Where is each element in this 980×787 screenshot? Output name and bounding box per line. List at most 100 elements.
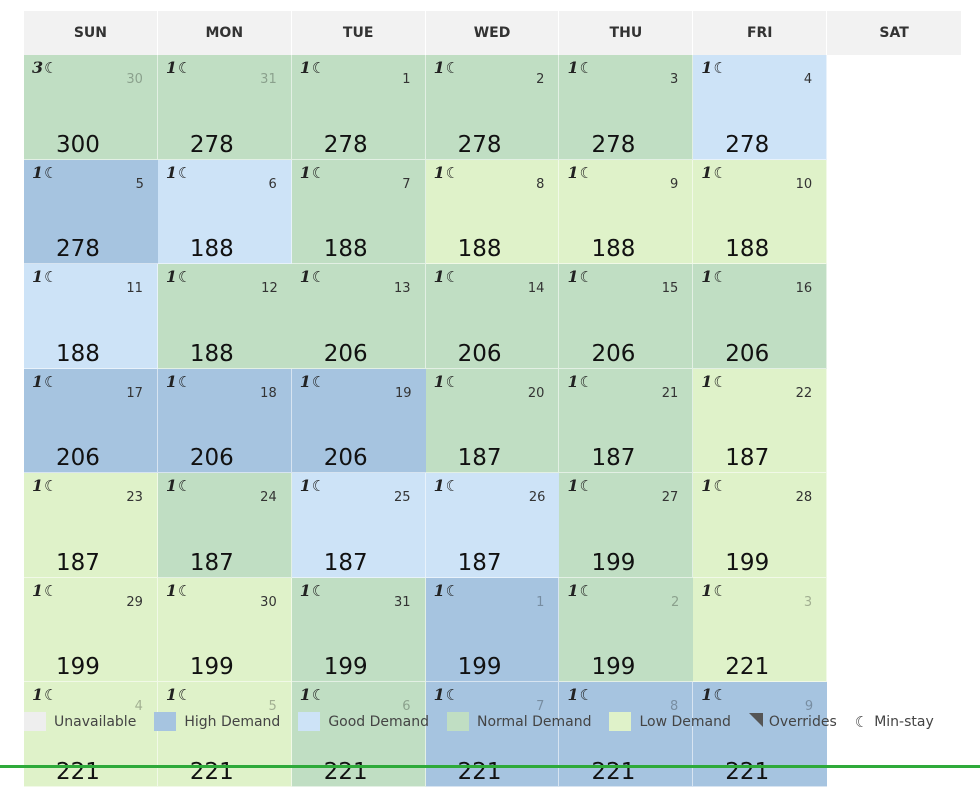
calendar-day-cell[interactable]: 1☾ 14 206 xyxy=(425,264,560,369)
calendar-day-cell[interactable]: 1☾ 7 188 xyxy=(291,159,426,264)
calendar-day-cell[interactable]: 1☾ 24 187 xyxy=(157,473,292,578)
day-number: 15 xyxy=(661,281,679,296)
calendar-day-cell[interactable]: 1☾ 22 187 xyxy=(693,368,828,473)
day-number: 4 xyxy=(134,699,143,714)
nightly-price: 278 xyxy=(725,131,770,158)
legend-min-stay-label: Min-stay xyxy=(874,713,934,730)
calendar-day-cell[interactable]: 1☾ 4 221 xyxy=(24,682,158,787)
calendar-day-cell[interactable]: 1☾ 3 221 xyxy=(693,577,828,682)
moon-icon: ☾ xyxy=(311,372,326,391)
high-demand-swatch xyxy=(154,712,177,731)
calendar-day-cell[interactable]: 1☾ 11 188 xyxy=(24,264,158,369)
calendar-day-cell[interactable]: 1☾ 28 199 xyxy=(693,473,828,578)
calendar-day-cell[interactable]: 1☾ 7 221 xyxy=(425,682,560,787)
min-stay-value: 1 xyxy=(433,685,445,704)
min-stay-indicator: 1☾ xyxy=(701,476,727,495)
day-number: 1 xyxy=(536,594,545,610)
min-stay-indicator: 1☾ xyxy=(567,163,593,182)
min-stay-value: 1 xyxy=(299,58,311,77)
min-stay-value: 1 xyxy=(701,58,713,77)
calendar-day-cell[interactable]: 1☾ 6 188 xyxy=(157,159,292,264)
day-number: 2 xyxy=(536,72,545,87)
min-stay-value: 1 xyxy=(32,267,44,286)
legend-normal-demand: Normal Demand xyxy=(447,712,591,731)
moon-icon: ☾ xyxy=(44,59,58,77)
calendar-day-cell[interactable]: 1☾ 6 221 xyxy=(291,682,426,787)
min-stay-value: 1 xyxy=(32,476,44,495)
moon-icon: ☾ xyxy=(178,163,192,182)
calendar-day-cell[interactable]: 1☾ 19 206 xyxy=(291,368,426,473)
calendar-day-cell[interactable]: 1☾ 20 187 xyxy=(425,368,560,473)
nightly-price: 187 xyxy=(457,445,502,471)
calendar-day-cell[interactable]: 1☾ 10 188 xyxy=(693,159,828,264)
nightly-price: 187 xyxy=(56,549,100,576)
min-stay-indicator: 1☾ xyxy=(300,58,326,77)
moon-icon: ☾ xyxy=(44,686,58,704)
min-stay-value: 1 xyxy=(165,162,177,182)
nightly-price: 187 xyxy=(725,445,770,471)
calendar-day-cell[interactable]: 1☾ 2 278 xyxy=(425,55,560,160)
calendar-day-cell[interactable]: 1☾ 27 199 xyxy=(559,473,694,578)
calendar-day-cell[interactable]: 1☾ 9 188 xyxy=(559,159,694,264)
calendar-day-cell[interactable]: 1☾ 8 221 xyxy=(559,682,694,787)
min-stay-value: 1 xyxy=(32,371,44,391)
min-stay-indicator: 1☾ xyxy=(567,372,593,391)
calendar-day-cell[interactable]: 1☾ 12 188 xyxy=(157,264,292,369)
min-stay-value: 1 xyxy=(567,58,579,77)
calendar-day-cell[interactable]: 1☾ 29 199 xyxy=(24,577,158,682)
calendar-day-cell[interactable]: 1☾ 21 187 xyxy=(559,368,694,473)
nightly-price: 221 xyxy=(725,758,770,785)
nightly-price: 278 xyxy=(189,131,234,158)
nightly-price: 187 xyxy=(189,549,234,576)
calendar-day-cell[interactable]: 1☾ 31 199 xyxy=(291,577,426,682)
day-number: 10 xyxy=(795,176,813,192)
calendar-day-cell[interactable]: 3☾ 30 300 xyxy=(24,55,158,160)
weekday-fri: FRI xyxy=(693,11,828,55)
moon-icon: ☾ xyxy=(311,477,326,495)
calendar-day-cell[interactable]: 1☾ 15 206 xyxy=(559,264,694,369)
calendar-day-cell[interactable]: 1☾ 1 278 xyxy=(291,55,426,160)
moon-icon: ☾ xyxy=(178,59,192,77)
calendar-day-cell[interactable]: 1☾ 23 187 xyxy=(24,473,158,578)
calendar-day-cell[interactable]: 1☾ 25 187 xyxy=(291,473,426,578)
calendar-day-cell[interactable]: 1☾ 8 188 xyxy=(425,159,560,264)
day-number: 22 xyxy=(795,385,813,401)
min-stay-indicator: 1☾ xyxy=(567,267,593,286)
min-stay-value: 1 xyxy=(299,580,311,600)
nightly-price: 206 xyxy=(189,445,234,471)
nightly-price: 278 xyxy=(457,131,502,158)
calendar-day-cell[interactable]: 1☾ 3 278 xyxy=(559,55,694,160)
legend-high-demand-label: High Demand xyxy=(184,713,281,730)
calendar-day-cell[interactable]: 1☾ 2 199 xyxy=(559,577,694,682)
calendar-day-cell[interactable]: 1☾ 16 206 xyxy=(693,264,828,369)
calendar-day-cell[interactable]: 1☾ 5 221 xyxy=(157,682,292,787)
calendar-day-cell[interactable]: 1☾ 13 206 xyxy=(291,264,426,369)
nightly-price: 187 xyxy=(457,549,502,576)
calendar-day-cell[interactable]: 1☾ 17 206 xyxy=(24,368,158,473)
moon-icon: ☾ xyxy=(579,163,594,182)
nightly-price: 221 xyxy=(323,758,368,785)
legend-unavailable-label: Unavailable xyxy=(54,713,137,730)
min-stay-indicator: 1☾ xyxy=(701,581,727,600)
calendar-day-cell[interactable]: 1☾ 18 206 xyxy=(157,368,292,473)
legend-normal-demand-label: Normal Demand xyxy=(477,713,592,730)
moon-icon: ☾ xyxy=(445,477,460,495)
calendar-day-cell[interactable]: 1☾ 5 278 xyxy=(24,159,158,264)
day-number: 6 xyxy=(268,176,277,192)
calendar-day-cell[interactable]: 1☾ 31 278 xyxy=(157,55,292,160)
calendar-day-cell[interactable]: 1☾ 30 199 xyxy=(157,577,292,682)
moon-icon: ☾ xyxy=(445,268,460,286)
calendar-day-cell[interactable]: 1☾ 4 278 xyxy=(693,55,828,160)
nightly-price: 199 xyxy=(189,654,234,680)
calendar-day-cell[interactable]: 1☾ 26 187 xyxy=(425,473,560,578)
nightly-price: 199 xyxy=(725,549,770,576)
min-stay-value: 1 xyxy=(165,58,177,77)
calendar-day-cell[interactable]: 1☾ 1 199 xyxy=(425,577,560,682)
day-number: 30 xyxy=(126,72,143,87)
day-number: 24 xyxy=(260,490,277,505)
calendar-day-cell[interactable]: 1☾ 9 221 xyxy=(693,682,828,787)
nightly-price: 188 xyxy=(323,236,368,262)
moon-icon: ☾ xyxy=(579,581,594,600)
day-number: 13 xyxy=(394,281,411,296)
nightly-price: 188 xyxy=(591,236,636,262)
